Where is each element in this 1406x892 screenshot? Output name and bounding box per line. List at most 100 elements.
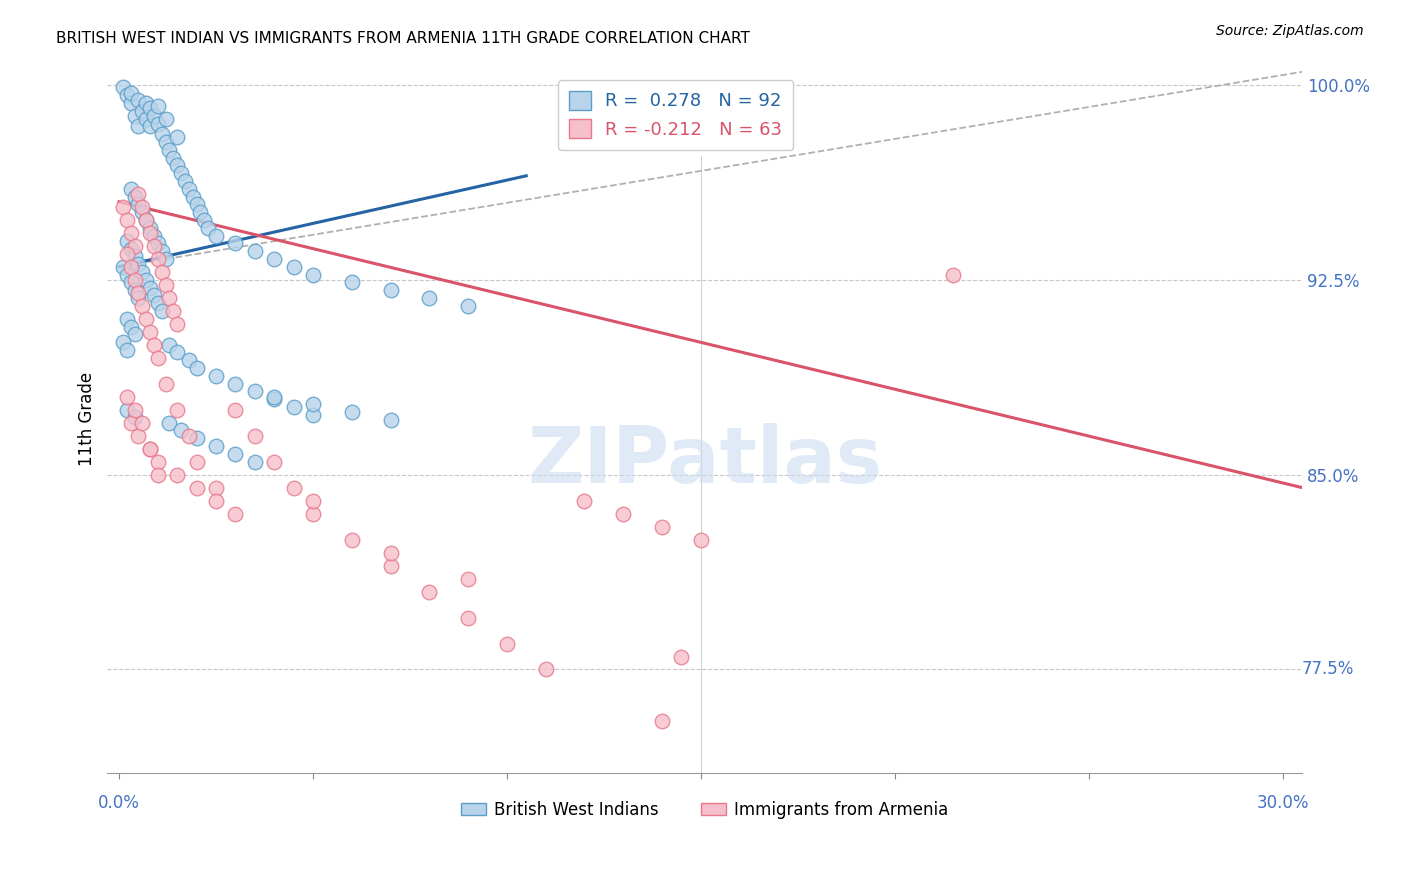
Point bbox=[340, 405, 363, 419]
Point bbox=[131, 265, 153, 279]
Point bbox=[127, 291, 149, 305]
Point bbox=[457, 299, 479, 313]
Point bbox=[135, 112, 157, 126]
Point bbox=[302, 408, 325, 422]
Point bbox=[150, 265, 173, 279]
Point bbox=[120, 260, 142, 274]
Point bbox=[139, 101, 162, 115]
Point bbox=[120, 416, 142, 430]
Point bbox=[131, 103, 153, 118]
Point bbox=[190, 205, 212, 219]
Point bbox=[159, 291, 181, 305]
Point bbox=[115, 268, 138, 282]
Point bbox=[205, 493, 228, 508]
Point bbox=[139, 226, 162, 240]
Point bbox=[111, 260, 134, 274]
Point bbox=[193, 213, 215, 227]
Point bbox=[283, 260, 305, 274]
Point bbox=[205, 368, 228, 383]
Point bbox=[124, 410, 146, 425]
Point bbox=[243, 455, 266, 469]
Point bbox=[380, 545, 402, 559]
Point bbox=[457, 572, 479, 586]
Text: 30.0%: 30.0% bbox=[1257, 794, 1309, 813]
Point bbox=[115, 311, 138, 326]
Point bbox=[139, 120, 162, 134]
Point bbox=[131, 416, 153, 430]
Point bbox=[197, 220, 219, 235]
Point bbox=[263, 252, 285, 266]
Point bbox=[302, 507, 325, 521]
Point bbox=[166, 158, 188, 172]
Point bbox=[124, 189, 146, 203]
Point bbox=[127, 428, 149, 442]
Point bbox=[139, 442, 162, 456]
Point bbox=[115, 246, 138, 260]
Point bbox=[651, 714, 673, 729]
Point bbox=[162, 151, 184, 165]
Point bbox=[166, 129, 188, 144]
Point bbox=[150, 304, 173, 318]
Point bbox=[177, 182, 200, 196]
Point bbox=[942, 268, 965, 282]
Point bbox=[534, 663, 557, 677]
Point bbox=[224, 507, 246, 521]
Point bbox=[120, 242, 142, 256]
Point bbox=[146, 455, 169, 469]
Point bbox=[111, 80, 134, 95]
Point bbox=[127, 120, 149, 134]
Point bbox=[263, 390, 285, 404]
Point bbox=[418, 291, 440, 305]
Point bbox=[139, 220, 162, 235]
Point bbox=[139, 280, 162, 294]
Point bbox=[124, 327, 146, 342]
Point bbox=[142, 239, 165, 253]
Point bbox=[340, 276, 363, 290]
Point bbox=[124, 239, 146, 253]
Point bbox=[159, 416, 181, 430]
Point bbox=[205, 439, 228, 453]
Point bbox=[380, 558, 402, 573]
Point bbox=[120, 319, 142, 334]
Text: BRITISH WEST INDIAN VS IMMIGRANTS FROM ARMENIA 11TH GRADE CORRELATION CHART: BRITISH WEST INDIAN VS IMMIGRANTS FROM A… bbox=[56, 31, 751, 46]
Point bbox=[115, 402, 138, 417]
Point bbox=[127, 285, 149, 300]
Point bbox=[224, 376, 246, 391]
Point bbox=[131, 200, 153, 214]
Point bbox=[155, 135, 177, 149]
Point bbox=[302, 493, 325, 508]
Point bbox=[120, 182, 142, 196]
Point bbox=[170, 166, 193, 180]
Point bbox=[177, 428, 200, 442]
Point bbox=[243, 384, 266, 399]
Point bbox=[612, 507, 634, 521]
Point bbox=[243, 428, 266, 442]
Point bbox=[115, 390, 138, 404]
Point bbox=[120, 276, 142, 290]
Point bbox=[155, 376, 177, 391]
Point bbox=[380, 413, 402, 427]
Point bbox=[162, 304, 184, 318]
Text: 0.0%: 0.0% bbox=[98, 794, 141, 813]
Point bbox=[671, 649, 693, 664]
Legend: British West Indians, Immigrants from Armenia: British West Indians, Immigrants from Ar… bbox=[454, 794, 955, 825]
Point bbox=[115, 213, 138, 227]
Point bbox=[418, 584, 440, 599]
Point bbox=[186, 455, 208, 469]
Point bbox=[496, 636, 519, 650]
Point bbox=[159, 143, 181, 157]
Point bbox=[120, 96, 142, 111]
Point bbox=[139, 442, 162, 456]
Point bbox=[283, 481, 305, 495]
Point bbox=[139, 325, 162, 339]
Point bbox=[243, 244, 266, 259]
Point bbox=[302, 268, 325, 282]
Point bbox=[120, 86, 142, 100]
Point bbox=[142, 288, 165, 302]
Point bbox=[111, 335, 134, 350]
Point bbox=[177, 353, 200, 368]
Point bbox=[186, 431, 208, 445]
Point bbox=[170, 424, 193, 438]
Point bbox=[159, 337, 181, 351]
Point bbox=[124, 249, 146, 263]
